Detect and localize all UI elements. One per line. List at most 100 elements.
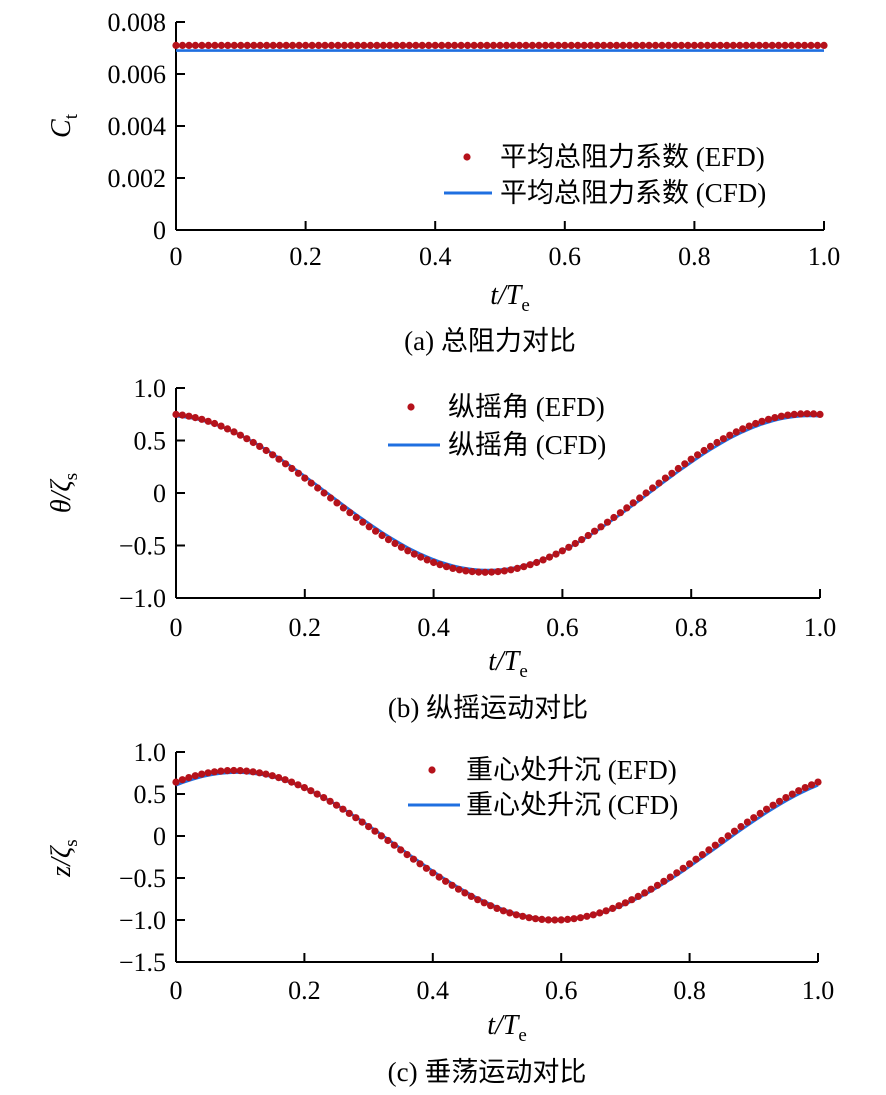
panel-caption: (a) 总阻力对比: [404, 326, 576, 356]
data-point-efd: [756, 809, 764, 818]
data-point-efd: [519, 912, 527, 920]
data-point-efd: [422, 864, 430, 872]
data-point-efd: [326, 797, 334, 805]
y-axis-label-subscript: s: [61, 839, 82, 846]
data-point-efd: [436, 561, 444, 569]
data-point-efd: [628, 896, 636, 904]
data-point-efd: [771, 414, 779, 422]
x-tick-label: 0.2: [289, 242, 322, 271]
data-point-efd: [493, 904, 501, 913]
data-point-efd: [451, 41, 459, 50]
data-point-efd: [502, 41, 511, 50]
data-point-efd: [752, 419, 760, 428]
data-point-efd: [814, 778, 822, 786]
data-point-efd: [191, 414, 199, 422]
y-tick-label: 0.5: [134, 427, 167, 456]
data-point-efd: [410, 550, 418, 558]
data-point-efd: [302, 41, 310, 50]
legend-marker-efd: [463, 153, 471, 161]
data-point-efd: [645, 41, 653, 50]
data-point-efd: [256, 442, 264, 450]
data-point-efd: [334, 41, 342, 50]
data-point-efd: [664, 41, 673, 50]
data-point-efd: [294, 469, 302, 477]
data-point-efd: [455, 566, 463, 574]
data-point-efd: [425, 41, 433, 50]
data-point-efd: [223, 767, 231, 775]
data-point-efd: [647, 885, 655, 893]
data-point-efd: [276, 41, 284, 50]
data-point-efd: [610, 513, 618, 522]
data-point-efd: [788, 790, 796, 798]
x-tick-label: 1.0: [808, 242, 841, 271]
data-point-efd: [603, 518, 612, 526]
data-point-efd: [557, 916, 565, 924]
legend: 平均总阻力系数 (EFD) 平均总阻力系数 (CFD): [444, 142, 766, 208]
data-point-efd: [236, 431, 244, 439]
data-point-efd: [574, 41, 582, 50]
x-tick-label: 0.6: [549, 242, 582, 271]
data-point-efd: [390, 841, 398, 849]
x-axis-label: t/Te: [487, 1010, 527, 1046]
data-point-efd: [591, 527, 599, 535]
y-tick-label: 0.004: [108, 112, 167, 141]
data-point-efd: [623, 504, 631, 512]
data-point-efd: [755, 41, 763, 50]
data-point-efd: [307, 787, 315, 795]
data-point-efd: [737, 823, 745, 831]
data-point-efd: [506, 909, 514, 917]
data-point-efd: [211, 41, 219, 50]
data-point-efd: [405, 41, 413, 50]
data-point-efd: [249, 438, 257, 447]
data-point-efd: [268, 772, 276, 780]
data-point-efd: [673, 869, 681, 877]
data-point-efd: [583, 912, 591, 920]
data-point-efd: [660, 877, 668, 885]
data-point-efd: [724, 832, 732, 840]
data-point-efd: [217, 422, 225, 430]
x-tick-label: 0.2: [289, 613, 322, 642]
data-point-efd: [496, 41, 504, 50]
data-point-efd: [509, 41, 517, 50]
data-point-efd: [803, 410, 811, 418]
data-point-efd: [281, 776, 289, 784]
data-point-efd: [217, 767, 225, 775]
data-point-efd: [762, 41, 770, 50]
data-point-efd: [321, 41, 329, 50]
data-point-efd: [794, 41, 802, 50]
data-point-efd: [204, 769, 212, 777]
data-point-efd: [655, 479, 663, 487]
data-point-efd: [230, 428, 238, 436]
data-point-efd: [301, 474, 309, 482]
data-point-efd: [677, 41, 686, 50]
data-point-efd: [480, 899, 488, 907]
x-tick-label: 0.6: [546, 613, 579, 642]
data-point-efd: [726, 431, 734, 439]
data-point-efd: [294, 781, 302, 789]
data-point-efd: [703, 41, 712, 50]
x-tick-label: 1.0: [802, 976, 835, 1005]
y-tick-label: 1.0: [134, 738, 167, 767]
data-point-efd: [365, 523, 373, 531]
data-point-efd: [742, 41, 750, 50]
y-tick-label: −0.5: [119, 864, 166, 893]
data-point-efd: [423, 556, 431, 564]
data-point-efd: [634, 892, 642, 901]
data-point-efd: [768, 41, 776, 50]
data-point-efd: [262, 770, 270, 778]
data-point-efd: [346, 509, 354, 517]
x-axis-label: t/Te: [490, 280, 530, 316]
data-point-efd: [651, 41, 660, 50]
data-point-efd: [507, 566, 515, 574]
data-point-efd: [807, 41, 815, 50]
data-point-efd: [384, 836, 392, 845]
data-point-efd: [730, 827, 739, 835]
y-tick-label: 0: [153, 822, 166, 851]
data-point-efd: [475, 568, 483, 576]
legend: 纵摇角 (EFD) 纵摇角 (CFD): [388, 392, 606, 460]
legend-label-efd: 重心处升沉 (EFD): [466, 755, 677, 785]
data-point-efd: [172, 778, 180, 786]
data-point-efd: [198, 415, 206, 423]
data-point-efd: [589, 911, 597, 919]
